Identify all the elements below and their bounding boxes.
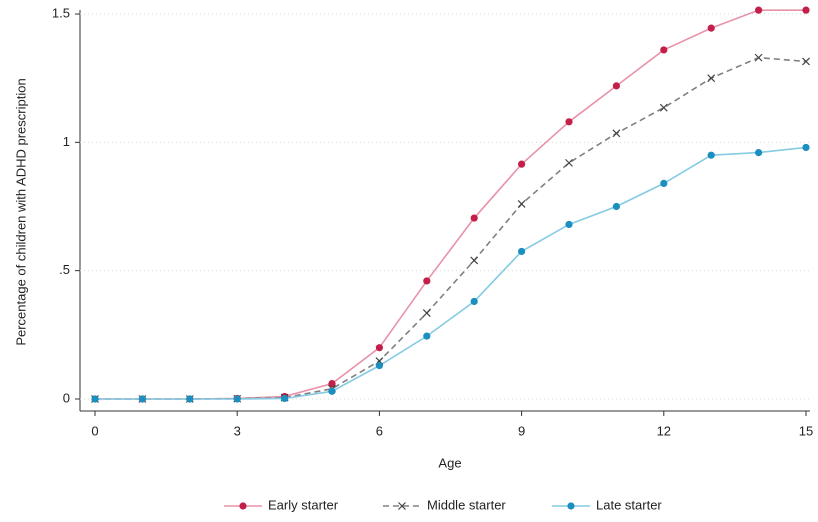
data-point <box>423 277 431 285</box>
data-point <box>707 151 715 159</box>
x-tick-label: 0 <box>91 423 98 438</box>
data-point <box>565 220 573 229</box>
data-point <box>375 362 383 370</box>
data-point <box>470 214 478 222</box>
data-point <box>375 344 383 352</box>
data-point <box>423 332 431 340</box>
data-point <box>186 395 194 403</box>
legend-marker <box>239 502 247 510</box>
data-point <box>612 129 621 138</box>
data-point <box>660 46 668 54</box>
data-point <box>612 202 621 211</box>
data-point <box>659 103 668 112</box>
data-point <box>565 158 573 167</box>
data-point <box>281 394 289 403</box>
data-point <box>565 118 573 126</box>
series-line <box>95 146 807 400</box>
data-point <box>802 143 810 152</box>
data-point <box>518 247 526 256</box>
y-tick-label: 0 <box>63 390 70 405</box>
data-point <box>233 395 241 403</box>
data-point <box>707 24 715 32</box>
data-point <box>754 53 763 62</box>
x-tick-label: 12 <box>657 423 671 438</box>
x-tick-label: 9 <box>518 423 525 438</box>
legend-marker <box>398 502 406 510</box>
y-axis-label: Percentage of children with ADHD prescri… <box>13 78 28 345</box>
data-point <box>328 387 336 395</box>
x-tick-label: 3 <box>234 423 241 438</box>
data-point <box>470 256 479 265</box>
data-point <box>328 380 336 388</box>
data-point <box>755 149 763 157</box>
data-point <box>518 160 526 168</box>
x-tick-label: 15 <box>799 423 813 438</box>
y-tick-label: 1 <box>63 134 70 149</box>
data-point <box>660 179 668 187</box>
legend-label: Late starter <box>596 497 662 512</box>
y-tick-label: .5 <box>59 262 70 277</box>
data-point <box>707 74 716 83</box>
series-line <box>95 56 807 400</box>
series-line <box>95 9 806 400</box>
data-point <box>612 82 621 90</box>
data-point <box>91 395 99 403</box>
data-point <box>802 6 810 14</box>
data-point <box>517 200 526 208</box>
legend-label: Early starter <box>268 497 339 512</box>
data-point <box>470 297 478 306</box>
data-point <box>802 57 810 66</box>
legend-marker <box>567 502 575 510</box>
y-tick-label: 1.5 <box>52 5 70 20</box>
data-point <box>755 6 763 14</box>
x-tick-label: 6 <box>376 423 383 438</box>
data-point <box>422 309 431 317</box>
x-axis-label: Age <box>438 455 461 470</box>
legend-label: Middle starter <box>427 497 506 512</box>
data-point <box>138 395 146 403</box>
